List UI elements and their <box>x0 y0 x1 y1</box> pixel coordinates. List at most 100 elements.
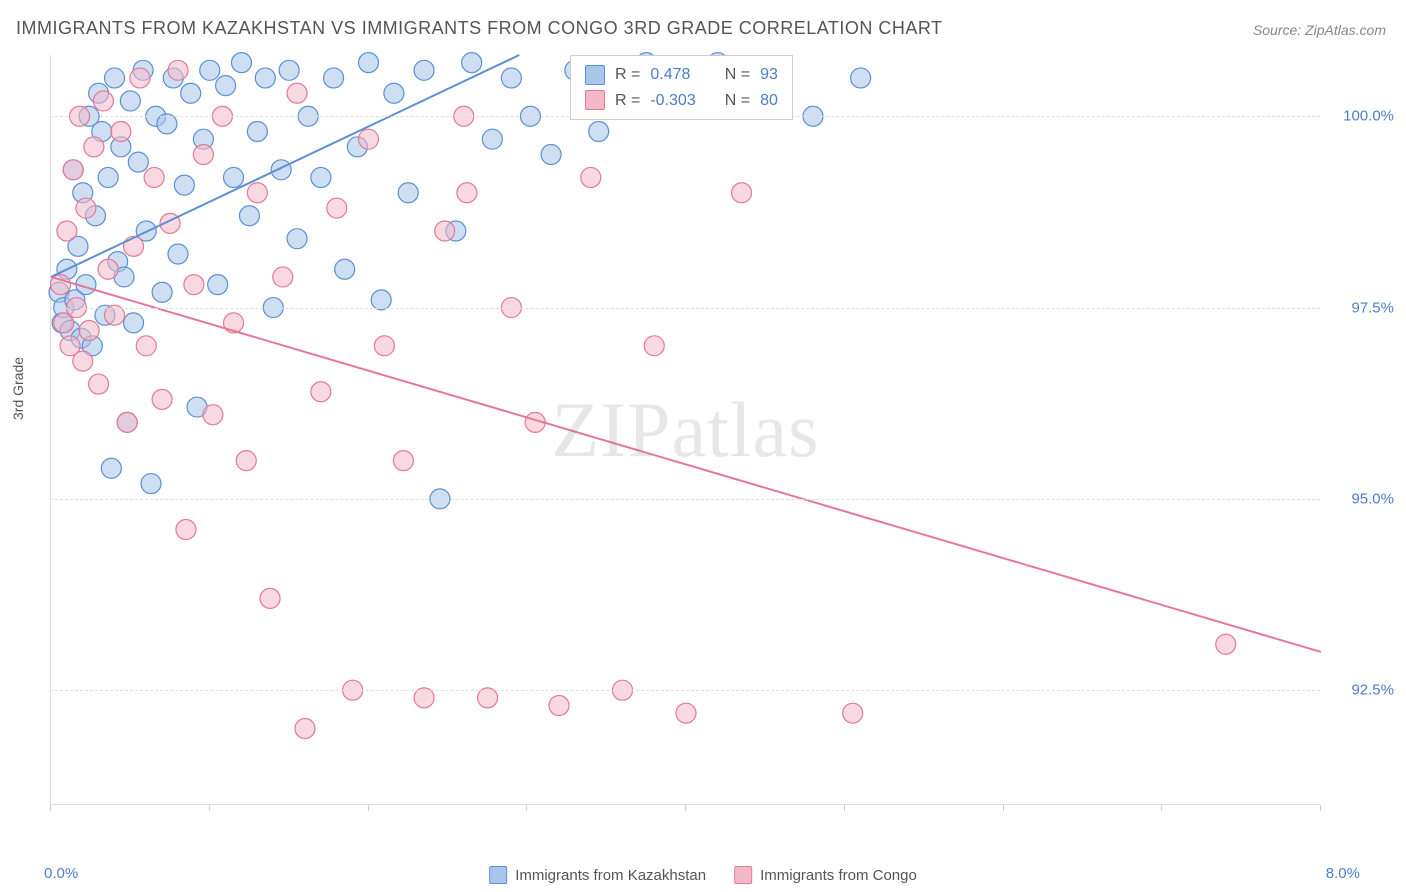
source-attribution: Source: ZipAtlas.com <box>1253 22 1386 38</box>
stat-n-value: 80 <box>760 88 778 114</box>
x-tick-mark <box>685 805 686 811</box>
data-point <box>120 91 140 111</box>
data-point <box>359 53 379 73</box>
legend-swatch <box>489 866 507 884</box>
data-point <box>851 68 871 88</box>
x-tick-mark <box>368 805 369 811</box>
stat-n-value: 93 <box>760 62 778 88</box>
data-point <box>398 183 418 203</box>
stat-r-value: 0.478 <box>650 62 710 88</box>
data-point <box>84 137 104 157</box>
x-tick-mark <box>1161 805 1162 811</box>
data-point <box>93 91 113 111</box>
series-swatch <box>585 65 605 85</box>
data-point <box>101 458 121 478</box>
y-tick-label: 95.0% <box>1351 490 1394 507</box>
data-point <box>374 336 394 356</box>
legend-item: Immigrants from Congo <box>734 866 917 884</box>
data-point <box>98 259 118 279</box>
data-point <box>124 313 144 333</box>
data-point <box>287 83 307 103</box>
data-point <box>843 703 863 723</box>
data-point <box>152 282 172 302</box>
data-point <box>247 183 267 203</box>
stat-label: R = <box>615 88 640 114</box>
data-point <box>457 183 477 203</box>
stat-label: N = <box>720 88 750 114</box>
data-point <box>152 389 172 409</box>
data-point <box>327 198 347 218</box>
data-point <box>105 68 125 88</box>
data-point <box>255 68 275 88</box>
gridline <box>50 690 1320 691</box>
x-tick-mark <box>209 805 210 811</box>
data-point <box>76 198 96 218</box>
data-point <box>181 83 201 103</box>
y-tick-label: 92.5% <box>1351 682 1394 699</box>
data-point <box>335 259 355 279</box>
gridline <box>50 308 1320 309</box>
data-point <box>393 451 413 471</box>
stats-row: R = 0.478 N = 93 <box>585 62 778 88</box>
data-point <box>203 405 223 425</box>
data-point <box>98 167 118 187</box>
chart-title: IMMIGRANTS FROM KAZAKHSTAN VS IMMIGRANTS… <box>16 18 943 39</box>
data-point <box>414 60 434 80</box>
data-point <box>501 68 521 88</box>
legend-label: Immigrants from Kazakhstan <box>515 867 706 884</box>
data-point <box>208 275 228 295</box>
data-point <box>168 244 188 264</box>
data-point <box>295 718 315 738</box>
data-point <box>541 144 561 164</box>
y-tick-label: 100.0% <box>1343 108 1394 125</box>
data-point <box>676 703 696 723</box>
data-point <box>324 68 344 88</box>
data-point <box>79 321 99 341</box>
data-point <box>124 236 144 256</box>
data-point <box>184 275 204 295</box>
data-point <box>57 221 77 241</box>
data-point <box>63 160 83 180</box>
x-tick-mark <box>526 805 527 811</box>
data-point <box>136 336 156 356</box>
data-point <box>1216 634 1236 654</box>
gridline <box>50 499 1320 500</box>
legend-label: Immigrants from Congo <box>760 867 917 884</box>
stat-label: R = <box>615 62 640 88</box>
stat-label: N = <box>720 62 750 88</box>
data-point <box>271 160 291 180</box>
trend-line <box>51 55 519 277</box>
y-axis-label: 3rd Grade <box>10 357 26 420</box>
data-point <box>89 374 109 394</box>
x-tick-mark <box>1320 805 1321 811</box>
data-point <box>287 229 307 249</box>
data-point <box>141 474 161 494</box>
data-point <box>216 76 236 96</box>
stat-r-value: -0.303 <box>650 88 710 114</box>
data-point <box>174 175 194 195</box>
data-point <box>482 129 502 149</box>
stats-legend-box: R = 0.478 N = 93R = -0.303 N = 80 <box>570 55 793 120</box>
data-point <box>111 122 131 142</box>
data-point <box>732 183 752 203</box>
data-point <box>279 60 299 80</box>
data-point <box>193 144 213 164</box>
x-tick-mark <box>50 805 51 811</box>
legend-item: Immigrants from Kazakhstan <box>489 866 706 884</box>
data-point <box>644 336 664 356</box>
data-point <box>144 167 164 187</box>
x-axis-min-label: 0.0% <box>44 865 78 882</box>
data-point <box>232 53 252 73</box>
data-point <box>117 412 137 432</box>
data-point <box>549 696 569 716</box>
x-tick-mark <box>844 805 845 811</box>
data-point <box>273 267 293 287</box>
data-point <box>128 152 148 172</box>
x-axis-max-label: 8.0% <box>1326 865 1360 882</box>
series-swatch <box>585 90 605 110</box>
data-point <box>224 167 244 187</box>
legend-swatch <box>734 866 752 884</box>
data-point <box>200 60 220 80</box>
plot-area: ZIPatlas <box>50 55 1320 805</box>
x-tick-mark <box>1003 805 1004 811</box>
